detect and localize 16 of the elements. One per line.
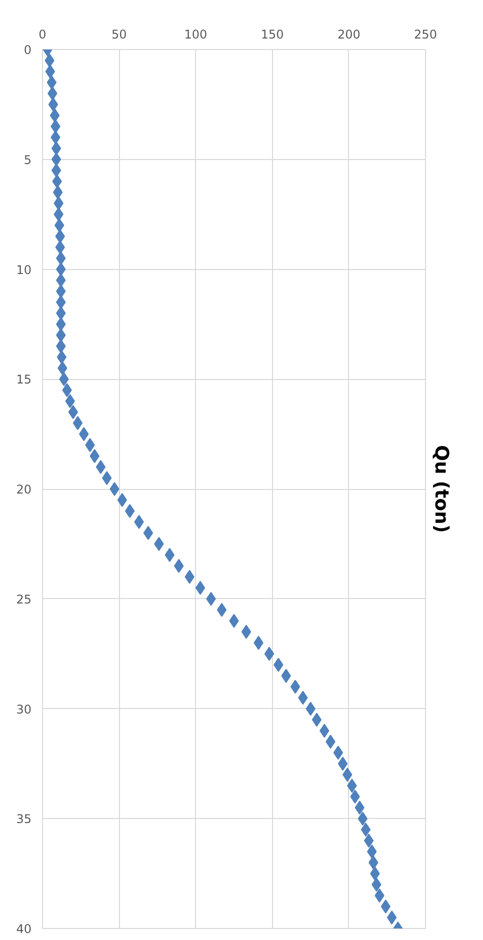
x-tick-label: 100 <box>184 28 208 42</box>
y-tick-label: 10 <box>16 262 32 277</box>
x-tick-label: 150 <box>260 28 284 42</box>
x-tick-label: 250 <box>414 28 437 42</box>
y-tick-label: 40 <box>16 922 32 936</box>
x-tick-label: 50 <box>111 28 127 42</box>
y-tick-label: 35 <box>16 812 32 826</box>
y-tick-label: 20 <box>16 482 32 496</box>
y-tick-label: 25 <box>16 592 32 606</box>
y-tick-label: 5 <box>24 152 32 167</box>
y-tick-label: 30 <box>16 702 32 716</box>
x-tick-label: 200 <box>337 28 360 42</box>
y-tick-label: 0 <box>24 43 32 57</box>
y2-axis-title: Qu (ton) <box>430 445 452 533</box>
y-tick-label: 15 <box>16 372 32 387</box>
x-tick-label: 0 <box>38 28 46 42</box>
